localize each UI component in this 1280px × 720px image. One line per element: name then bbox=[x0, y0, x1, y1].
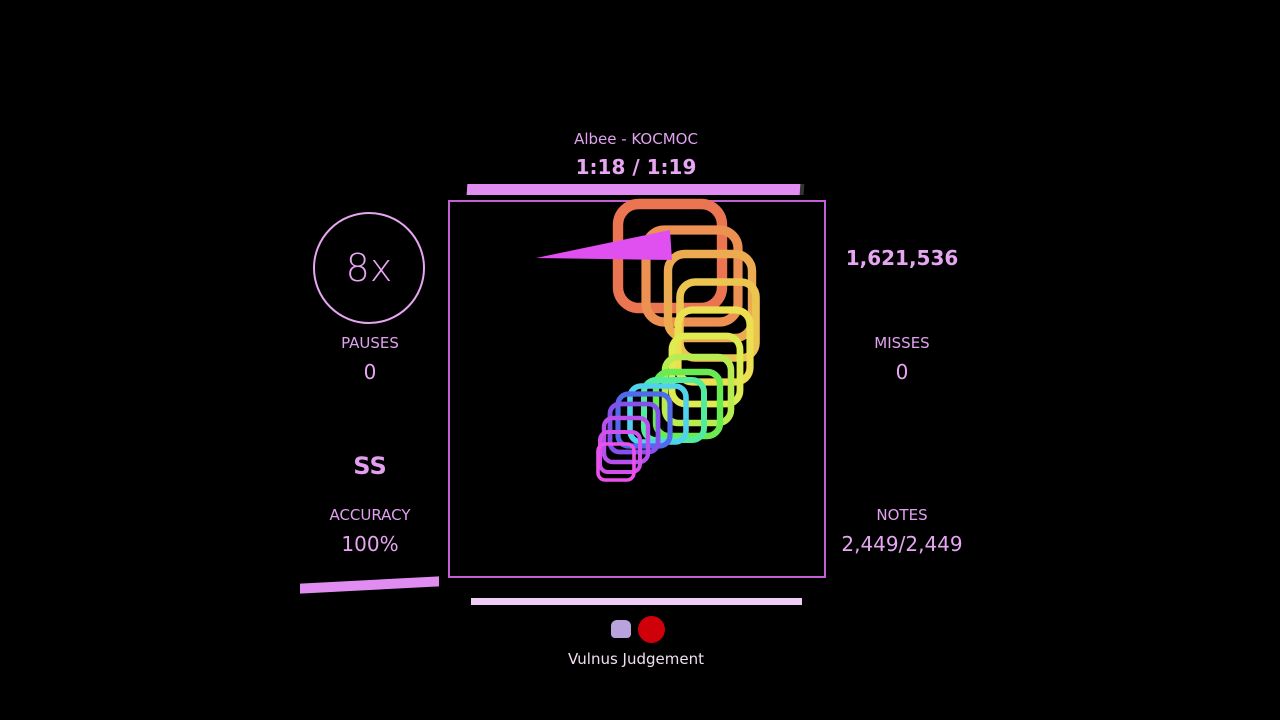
record-icon bbox=[638, 616, 665, 643]
song-progress-bar bbox=[466, 184, 805, 195]
note bbox=[674, 306, 754, 386]
robot-icon bbox=[611, 620, 631, 638]
notes-label: NOTES bbox=[876, 506, 928, 524]
note bbox=[641, 225, 743, 327]
cursor-trail bbox=[536, 230, 672, 260]
note bbox=[661, 353, 735, 427]
misses-label: MISSES bbox=[874, 334, 930, 352]
pauses-value: 0 bbox=[363, 360, 377, 384]
combo-multiplier: 8x bbox=[313, 212, 425, 324]
note-trail bbox=[536, 198, 760, 482]
misses-value: 0 bbox=[895, 360, 909, 384]
score: 1,621,536 bbox=[845, 246, 959, 270]
song-progress-fill bbox=[466, 184, 800, 195]
accuracy-value: 100% bbox=[341, 532, 399, 556]
health-bar bbox=[300, 576, 439, 594]
pauses-label: PAUSES bbox=[341, 334, 399, 352]
play-grid bbox=[448, 198, 826, 578]
accuracy-label: ACCURACY bbox=[329, 506, 411, 524]
note bbox=[601, 415, 651, 465]
note bbox=[596, 442, 636, 482]
note bbox=[652, 368, 724, 440]
song-time: 1:18 / 1:19 bbox=[575, 155, 697, 179]
rank: SS bbox=[353, 452, 387, 480]
notes-value: 2,449/2,449 bbox=[841, 532, 963, 556]
note bbox=[598, 430, 642, 474]
player-name: Vulnus Judgement bbox=[568, 650, 704, 668]
song-title: Albee - KOCMOC bbox=[574, 130, 698, 148]
timing-bar bbox=[471, 598, 802, 605]
